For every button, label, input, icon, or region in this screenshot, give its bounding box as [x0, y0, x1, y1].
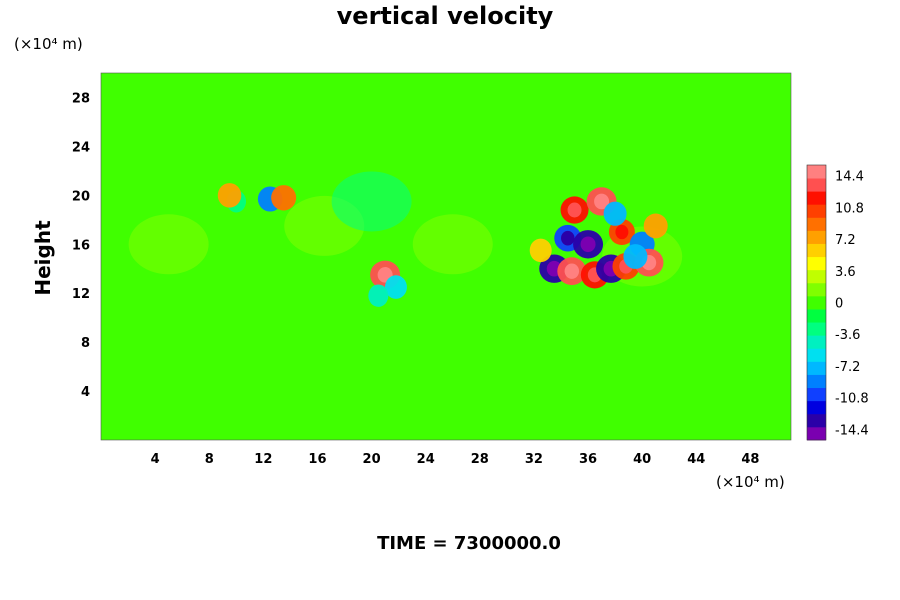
plot-frame	[100, 72, 792, 441]
colorbar-tick-label: 7.2	[835, 233, 856, 248]
field-feature	[217, 183, 242, 208]
time-label: TIME = 7300000.0	[377, 533, 561, 554]
x-tick-label: 20	[363, 452, 381, 467]
y-tick-label: 4	[81, 385, 90, 400]
colorbar-tick-label: 3.6	[835, 265, 856, 280]
colorbar-swatch	[807, 309, 826, 323]
field-feature	[271, 185, 297, 211]
field-feature-core	[561, 230, 575, 246]
x-tick-label: 28	[471, 452, 489, 467]
x-tick-label: 44	[687, 452, 705, 467]
colorbar: 14.4 10.8 7.2 3.6 0 -3.6 -7.2 -10.8 -14.4	[806, 164, 869, 441]
y-unit-label: (×10⁴ m)	[14, 35, 83, 53]
colorbar-swatch	[807, 387, 826, 402]
colorbar-swatch	[807, 256, 826, 271]
field-feature	[529, 238, 552, 263]
field-feature	[331, 171, 412, 232]
x-tick-label: 8	[205, 452, 214, 467]
velocity-field	[101, 73, 791, 440]
colorbar-swatch	[807, 400, 826, 415]
colorbar-swatch	[807, 191, 826, 205]
x-tick-label: 12	[254, 452, 272, 467]
field-feature	[384, 275, 407, 299]
field-feature-core	[580, 236, 596, 253]
y-tick-label: 24	[72, 140, 90, 155]
x-unit-label: (×10⁴ m)	[716, 473, 785, 491]
colorbar-swatch	[807, 322, 826, 336]
colorbar-swatch	[807, 374, 826, 389]
field-feature-core	[564, 263, 580, 279]
x-tick-label: 16	[308, 452, 326, 467]
colorbar-tick-label: -10.8	[835, 392, 869, 407]
y-tick-label: 8	[81, 336, 90, 351]
colorbar-swatch	[807, 165, 826, 179]
field-feature	[643, 213, 668, 239]
colorbar-swatch	[807, 282, 826, 297]
colorbar-swatch	[807, 295, 826, 310]
x-tick-label: 40	[633, 452, 651, 467]
field-feature	[412, 214, 493, 275]
x-tick-label: 48	[741, 452, 759, 467]
x-axis-ticks: 4 8 12 16 20 24 28 32 36 40 44 48	[151, 452, 760, 467]
colorbar-tick-label: -3.6	[835, 328, 860, 343]
colorbar-swatch	[807, 361, 826, 375]
colorbar-swatch	[807, 413, 826, 428]
field-feature	[128, 214, 209, 275]
colorbar-swatch	[807, 348, 826, 362]
y-tick-label: 28	[72, 91, 90, 106]
chart-title: vertical velocity	[337, 2, 554, 30]
colorbar-tick-label: 10.8	[835, 201, 864, 216]
y-tick-label: 16	[72, 238, 90, 253]
colorbar-swatch	[807, 204, 826, 218]
field-feature	[623, 244, 648, 269]
colorbar-tick-label: -14.4	[835, 423, 869, 438]
field-feature-core	[567, 202, 582, 218]
colorbar-tick-label: -7.2	[835, 360, 860, 375]
colorbar-swatch	[807, 426, 826, 441]
field-feature-core	[594, 193, 610, 210]
y-axis-ticks: 4 8 12 16 20 24 28	[72, 91, 90, 400]
y-tick-label: 12	[72, 287, 90, 302]
y-tick-label: 20	[72, 189, 90, 204]
colorbar-tick-label: 14.4	[835, 170, 864, 185]
x-tick-label: 32	[525, 452, 543, 467]
colorbar-tick-label: 0	[835, 297, 843, 312]
x-tick-label: 24	[417, 452, 435, 467]
colorbar-swatch	[807, 178, 826, 192]
colorbar-swatch	[807, 217, 826, 231]
colorbar-swatch	[807, 243, 826, 258]
colorbar-swatch	[807, 269, 826, 284]
field-feature	[368, 284, 389, 307]
field-feature	[603, 201, 627, 226]
colorbar-swatch	[807, 230, 826, 244]
y-axis-label: Height	[31, 220, 55, 296]
colorbar-swatch	[807, 335, 826, 349]
x-tick-label: 4	[151, 452, 160, 467]
colorbar-frame	[806, 164, 827, 441]
x-tick-label: 36	[579, 452, 597, 467]
field-feature-core	[615, 224, 629, 240]
